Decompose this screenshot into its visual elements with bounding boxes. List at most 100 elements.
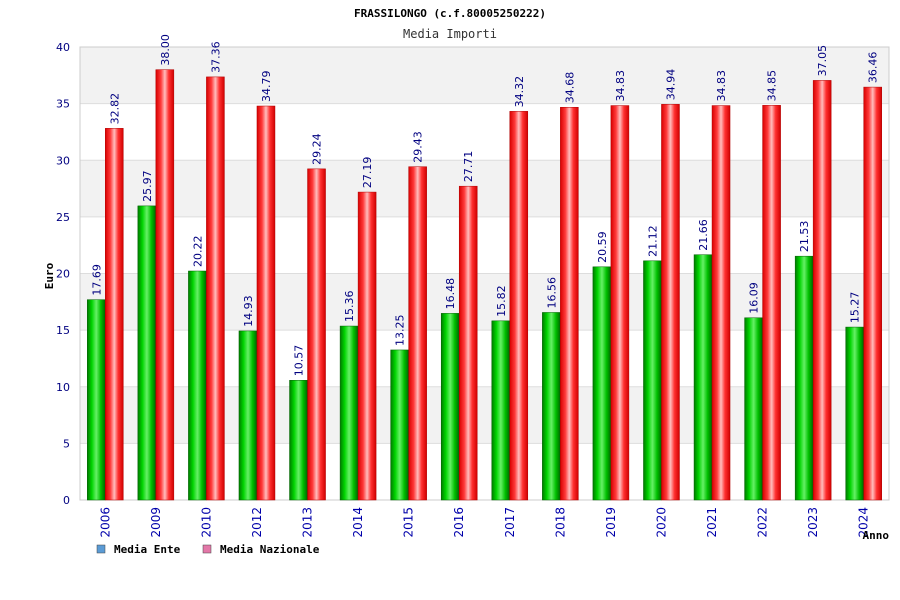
data-label-series-nazionale-2020: 34.94 — [664, 69, 677, 101]
x-tick-label-2024: 2024 — [857, 507, 871, 538]
y-axis-label: Euro — [43, 262, 56, 289]
y-tick-label: 0 — [63, 494, 70, 507]
bar-series-ente-2015 — [390, 349, 409, 501]
x-tick-label-2010: 2010 — [199, 507, 213, 538]
bar-series-nazionale-2020 — [661, 104, 680, 501]
x-axis-label: Anno — [863, 529, 890, 542]
data-label-series-nazionale-2023: 37.05 — [816, 45, 829, 77]
bar-series-ente-2009 — [137, 205, 157, 501]
bar-series-ente-2016 — [440, 313, 460, 501]
data-label-series-nazionale-2012: 34.79 — [260, 71, 273, 103]
bar-series-nazionale-2022 — [762, 105, 781, 501]
data-label-series-ente-2009: 25.97 — [141, 170, 154, 202]
bar-series-nazionale-2009 — [155, 69, 175, 501]
x-tick-label-2022: 2022 — [756, 507, 770, 538]
data-label-series-nazionale-2018: 34.68 — [563, 72, 576, 104]
bar-series-ente-2021 — [693, 254, 713, 501]
data-label-series-ente-2018: 16.56 — [545, 277, 558, 309]
chart-title: FRASSILONGO (c.f.80005250222) — [354, 7, 546, 20]
data-label-series-ente-2017: 15.82 — [495, 285, 508, 317]
y-tick-label: 20 — [56, 268, 70, 281]
bar-series-ente-2017 — [491, 320, 511, 501]
data-label-series-nazionale-2022: 34.85 — [766, 70, 779, 102]
x-tick-label-2013: 2013 — [301, 507, 315, 538]
y-tick-label: 40 — [56, 41, 70, 54]
plot-area: 0 5 10 15 20 25 30 35 40 17.69 32.82 2006 25.97 38.00… — [56, 34, 890, 538]
y-tick-label: 5 — [63, 437, 70, 450]
data-label-series-nazionale-2010: 37.36 — [209, 41, 222, 73]
y-tick-label: 15 — [56, 324, 70, 337]
chart-subtitle: Media Importi — [403, 27, 497, 41]
bar-series-nazionale-2013 — [307, 168, 326, 501]
y-tick-label: 25 — [56, 211, 70, 224]
data-label-series-nazionale-2006: 32.82 — [108, 93, 121, 125]
legend-swatch-series-ente — [96, 544, 106, 554]
bar-series-ente-2022 — [744, 317, 763, 501]
x-tick-label-2021: 2021 — [705, 507, 719, 538]
bar-series-ente-2010 — [188, 270, 207, 501]
data-label-series-nazionale-2009: 38.00 — [159, 34, 172, 66]
data-label-series-nazionale-2016: 27.71 — [462, 151, 475, 183]
legend-swatch-series-nazionale — [202, 544, 212, 554]
bar-series-ente-2020 — [643, 260, 662, 501]
bar-series-ente-2024 — [845, 326, 864, 501]
data-label-series-ente-2022: 16.09 — [748, 282, 761, 314]
bar-series-nazionale-2014 — [357, 191, 377, 501]
y-tick-label: 35 — [56, 98, 70, 111]
bar-series-ente-2023 — [794, 255, 814, 501]
data-label-series-ente-2024: 15.27 — [849, 292, 862, 324]
data-label-series-nazionale-2019: 34.83 — [614, 70, 627, 102]
data-label-series-ente-2012: 14.93 — [242, 295, 255, 327]
data-label-series-nazionale-2021: 34.83 — [715, 70, 728, 102]
bar-series-nazionale-2021 — [711, 105, 731, 501]
bar-series-ente-2012 — [238, 330, 258, 501]
x-tick-label-2006: 2006 — [98, 507, 112, 538]
bar-series-nazionale-2023 — [812, 80, 832, 501]
x-tick-label-2020: 2020 — [654, 507, 668, 538]
bar-series-ente-2014 — [339, 325, 359, 501]
x-tick-label-2012: 2012 — [250, 507, 264, 538]
data-label-series-nazionale-2024: 36.46 — [867, 52, 880, 84]
x-tick-label-2017: 2017 — [503, 507, 517, 538]
x-tick-label-2023: 2023 — [806, 507, 820, 538]
data-label-series-ente-2006: 17.69 — [90, 264, 103, 296]
x-tick-label-2009: 2009 — [149, 507, 163, 538]
x-tick-label-2015: 2015 — [402, 507, 416, 538]
data-label-series-nazionale-2014: 27.19 — [361, 157, 374, 189]
bar-series-ente-2013 — [289, 380, 308, 501]
bar-series-nazionale-2006 — [105, 128, 124, 501]
bar-series-nazionale-2012 — [256, 105, 276, 501]
bar-series-nazionale-2019 — [610, 105, 630, 501]
bar-series-ente-2006 — [87, 299, 106, 501]
data-label-series-ente-2010: 20.22 — [191, 236, 204, 268]
x-tick-label-2019: 2019 — [604, 507, 618, 538]
data-label-series-ente-2013: 10.57 — [293, 345, 306, 377]
y-tick-label: 30 — [56, 154, 70, 167]
bar-series-nazionale-2010 — [206, 76, 225, 501]
data-label-series-nazionale-2015: 29.43 — [412, 131, 425, 163]
legend-label-series-nazionale: Media Nazionale — [220, 543, 320, 556]
bar-series-ente-2018 — [542, 312, 561, 501]
bar-series-nazionale-2024 — [863, 86, 882, 501]
bar-series-ente-2019 — [592, 266, 612, 501]
data-label-series-nazionale-2017: 34.32 — [513, 76, 526, 108]
x-tick-label-2018: 2018 — [553, 507, 567, 538]
bar-series-nazionale-2015 — [408, 166, 427, 501]
data-label-series-ente-2021: 21.66 — [697, 219, 710, 251]
legend-label-series-ente: Media Ente — [114, 543, 181, 556]
y-tick-label: 10 — [56, 381, 70, 394]
legend: Media Ente Media Nazionale — [96, 543, 320, 556]
bar-series-nazionale-2018 — [560, 106, 579, 501]
data-label-series-nazionale-2013: 29.24 — [311, 133, 324, 165]
bar-series-nazionale-2017 — [509, 111, 529, 501]
x-tick-label-2016: 2016 — [452, 507, 466, 538]
data-label-series-ente-2023: 21.53 — [798, 221, 811, 253]
data-label-series-ente-2019: 20.59 — [596, 231, 609, 263]
bar-series-nazionale-2016 — [458, 185, 478, 501]
x-tick-label-2014: 2014 — [351, 507, 365, 538]
data-label-series-ente-2015: 13.25 — [394, 314, 407, 346]
plot-frame — [79, 46, 890, 501]
data-label-series-ente-2020: 21.12 — [646, 225, 659, 257]
data-label-series-ente-2016: 16.48 — [444, 278, 457, 310]
